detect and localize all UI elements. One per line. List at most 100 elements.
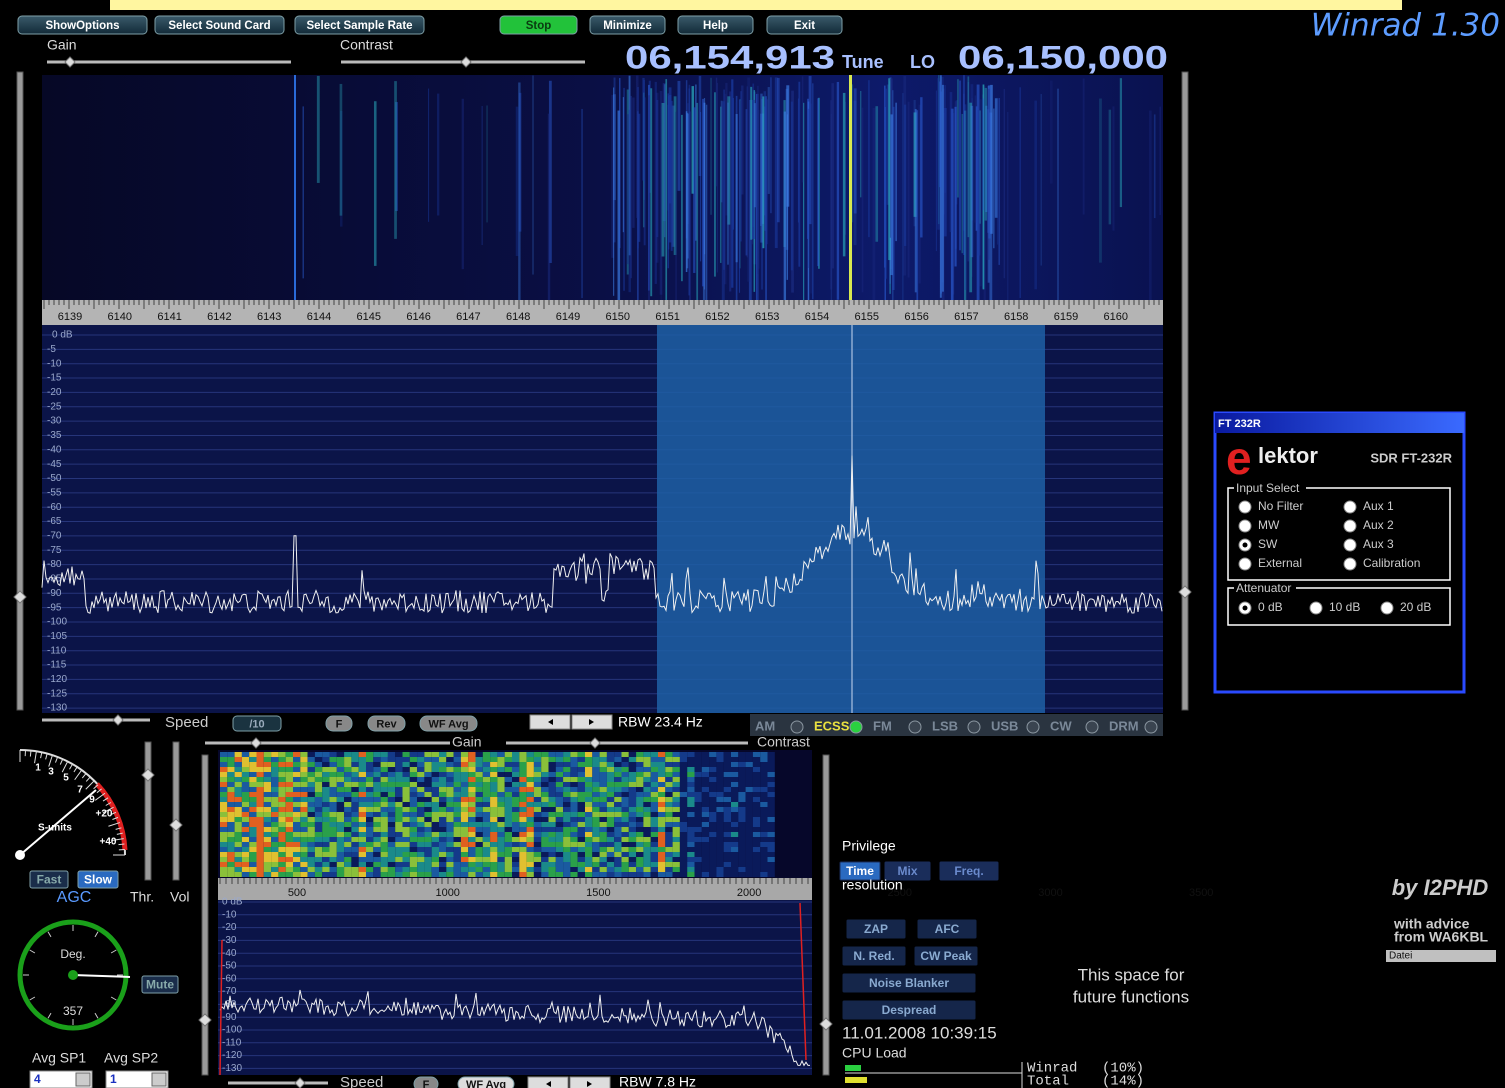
audio-waterfall-cell [403,857,410,862]
audio-waterfall-cell [264,827,271,832]
audio-waterfall-cell [424,812,431,817]
audio-waterfall-cell [388,752,395,757]
audio-waterfall-cell [527,797,534,802]
audio-waterfall-cell [600,822,607,827]
audio-waterfall-cell [330,802,337,807]
audio-waterfall-cell [534,847,541,852]
audio-waterfall-cell [753,817,760,822]
audio-waterfall-cell [278,862,285,867]
audio-waterfall-cell [505,757,512,762]
audio-waterfall-cell [490,807,497,812]
audio-waterfall-cell [556,872,563,877]
audio-waterfall-cell [614,827,621,832]
audio-waterfall-cell [527,782,534,787]
toolbar-button[interactable]: Stop [526,20,552,32]
agc-slow-button[interactable]: Slow [84,873,113,887]
audio-waterfall-cell [702,857,709,862]
waterfall-streak [1007,112,1008,308]
radio-button[interactable] [1344,558,1356,570]
audio-waterfall-cell [308,852,315,857]
mode-button[interactable]: USB [991,718,1018,733]
audio-waterfall-cell [585,872,592,877]
audio-waterfall-cell [695,827,702,832]
audio-waterfall-cell [395,832,402,837]
speed-button[interactable]: /10 [249,718,264,730]
audio-waterfall-cell [658,867,665,872]
radio-button[interactable] [1310,602,1322,614]
arrow-button[interactable] [528,1077,568,1088]
audio-waterfall-cell [673,832,680,837]
mode-button[interactable]: FM [873,718,892,733]
audio-waterfall-cell [403,837,410,842]
dsp-button[interactable]: ZAP [864,922,888,936]
radio-button[interactable] [1344,520,1356,532]
dsp-button[interactable]: Noise Blanker [869,976,949,990]
audio-waterfall-cell [432,817,439,822]
audio-freq-tick-label: 500 [288,887,306,899]
dsp-button[interactable]: AFC [935,922,960,936]
audio-waterfall-cell [476,792,483,797]
toolbar-button[interactable]: Exit [794,20,815,32]
audio-waterfall-cell [293,822,300,827]
audio-waterfall-cell [768,847,775,852]
agc-fast-button[interactable]: Fast [37,873,62,887]
audio-waterfall-cell [278,812,285,817]
audio-waterfall-cell [490,842,497,847]
dsp-button[interactable]: Despread [882,1003,937,1017]
radio-button[interactable] [1381,602,1393,614]
dsp-button[interactable]: N. Red. [853,949,894,963]
audio-waterfall-cell [512,837,519,842]
audio-waterfall-cell [264,807,271,812]
radio-button[interactable] [1344,501,1356,513]
display-button[interactable]: F [336,718,343,730]
audio-waterfall-cell [629,842,636,847]
arrow-button[interactable] [570,1077,610,1088]
audio-waterfall-cell [446,872,453,877]
audio-waterfall-cell [527,802,534,807]
mode-button[interactable]: LSB [932,718,958,733]
audio-waterfall-cell [527,772,534,777]
dsp-button[interactable]: CW Peak [920,949,972,963]
audio-waterfall-cell [651,777,658,782]
audio-waterfall-cell [680,772,687,777]
radio-button[interactable] [1239,558,1251,570]
audio-waterfall-cell [381,857,388,862]
privilege-option[interactable]: Freq. [954,864,983,878]
audio-waterfall-cell [432,772,439,777]
mute-button[interactable]: Mute [146,978,174,992]
toolbar-button[interactable]: Help [703,20,728,32]
radio-button[interactable] [1239,501,1251,513]
audio-waterfall-cell [483,787,490,792]
display-button[interactable]: Rev [376,718,397,730]
audio-waterfall-cell [315,777,322,782]
audio-waterfall-cell [563,777,570,782]
audio-display-button[interactable]: F [423,1079,430,1088]
display-button[interactable]: WF Avg [428,718,468,730]
audio-waterfall-cell [731,757,738,762]
audio-display-button[interactable]: WF Avg [466,1079,506,1088]
audio-waterfall-cell [315,867,322,872]
audio-waterfall-cell [585,782,592,787]
toolbar-button[interactable]: ShowOptions [45,20,119,32]
audio-waterfall-cell [227,777,234,782]
audio-freq-tick-label: 1500 [586,887,610,899]
audio-waterfall-cell [738,777,745,782]
toolbar-button[interactable]: Minimize [603,20,652,32]
audio-waterfall-cell [286,847,293,852]
audio-waterfall-cell [220,872,227,877]
mode-button[interactable]: CW [1050,718,1072,733]
mode-button[interactable]: ECSS [814,718,850,733]
mode-button[interactable]: AM [755,718,775,733]
radio-button[interactable] [1344,539,1356,551]
audio-waterfall-cell [497,802,504,807]
audio-waterfall-cell [461,817,468,822]
audio-waterfall-cell [483,852,490,857]
audio-waterfall-cell [519,792,526,797]
radio-dot [1243,606,1248,611]
audio-waterfall-cell [432,782,439,787]
toolbar-button[interactable]: Select Sample Rate [306,20,412,32]
mode-button[interactable]: DRM [1109,718,1139,733]
toolbar-button[interactable]: Select Sound Card [168,20,270,32]
db-tick-label: -130 [47,703,67,714]
radio-button[interactable] [1239,520,1251,532]
